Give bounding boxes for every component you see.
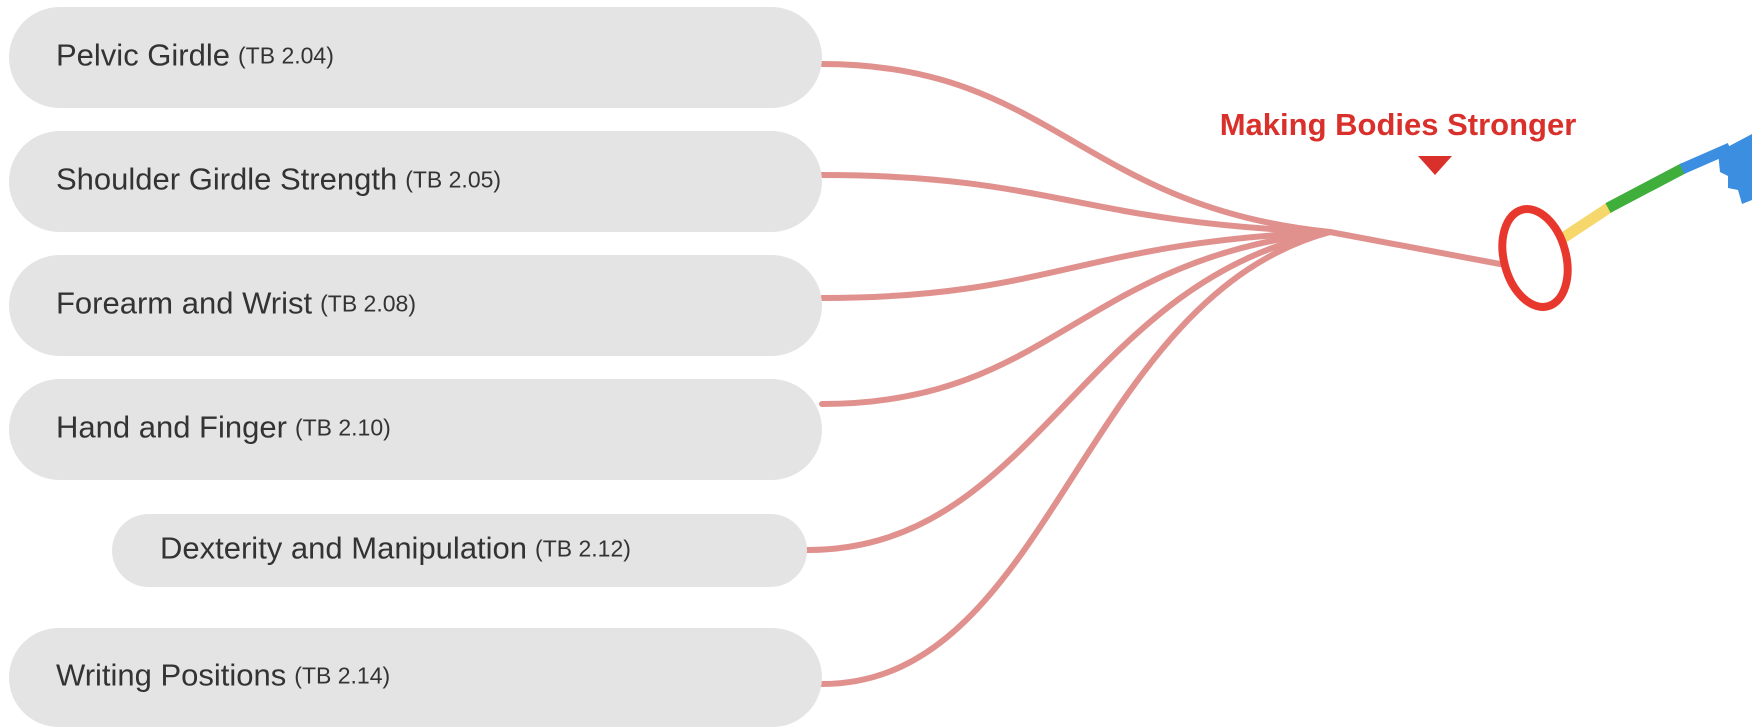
trunk-link [1327, 229, 1503, 267]
topic-label: Pelvic Girdle (TB 2.04) [56, 38, 334, 73]
topic-code: (TB 2.14) [294, 663, 390, 689]
links [804, 61, 1333, 687]
collapse-toggle[interactable] [1418, 156, 1452, 175]
topic-name: Pelvic Girdle [56, 38, 230, 73]
link [819, 61, 1333, 235]
topic-code: (TB 2.10) [295, 415, 391, 441]
topic-pill[interactable] [9, 255, 822, 356]
topic-code: (TB 2.05) [405, 167, 501, 193]
topic-name: Shoulder Girdle Strength [56, 162, 397, 197]
topic-pill[interactable] [112, 514, 807, 587]
topic-label: Shoulder Girdle Strength (TB 2.05) [56, 162, 501, 197]
topic-pill[interactable] [9, 7, 822, 108]
topic-name: Dexterity and Manipulation [160, 531, 527, 566]
topic-label: Dexterity and Manipulation (TB 2.12) [160, 531, 631, 566]
link [819, 229, 1333, 687]
topic-code: (TB 2.12) [535, 536, 631, 562]
link [819, 172, 1333, 235]
topic-code: (TB 2.04) [238, 43, 334, 69]
topic-name: Writing Positions [56, 658, 286, 693]
link [804, 229, 1333, 553]
topic-pill[interactable] [9, 628, 822, 727]
link [819, 229, 1333, 301]
key-icon [1498, 134, 1752, 311]
link [819, 229, 1333, 407]
topic-pill[interactable] [9, 131, 822, 232]
central-title: Making Bodies Stronger [1220, 107, 1577, 142]
topic-pill[interactable] [9, 379, 822, 480]
topic-label: Hand and Finger (TB 2.10) [56, 410, 391, 445]
topic-label: Forearm and Wrist (TB 2.08) [56, 286, 416, 321]
topic-name: Hand and Finger [56, 410, 287, 445]
topic-code: (TB 2.08) [320, 291, 416, 317]
topic-name: Forearm and Wrist [56, 286, 312, 321]
nodes: Pelvic Girdle (TB 2.04) Shoulder Girdle St… [9, 7, 822, 727]
topic-label: Writing Positions (TB 2.14) [56, 658, 390, 693]
